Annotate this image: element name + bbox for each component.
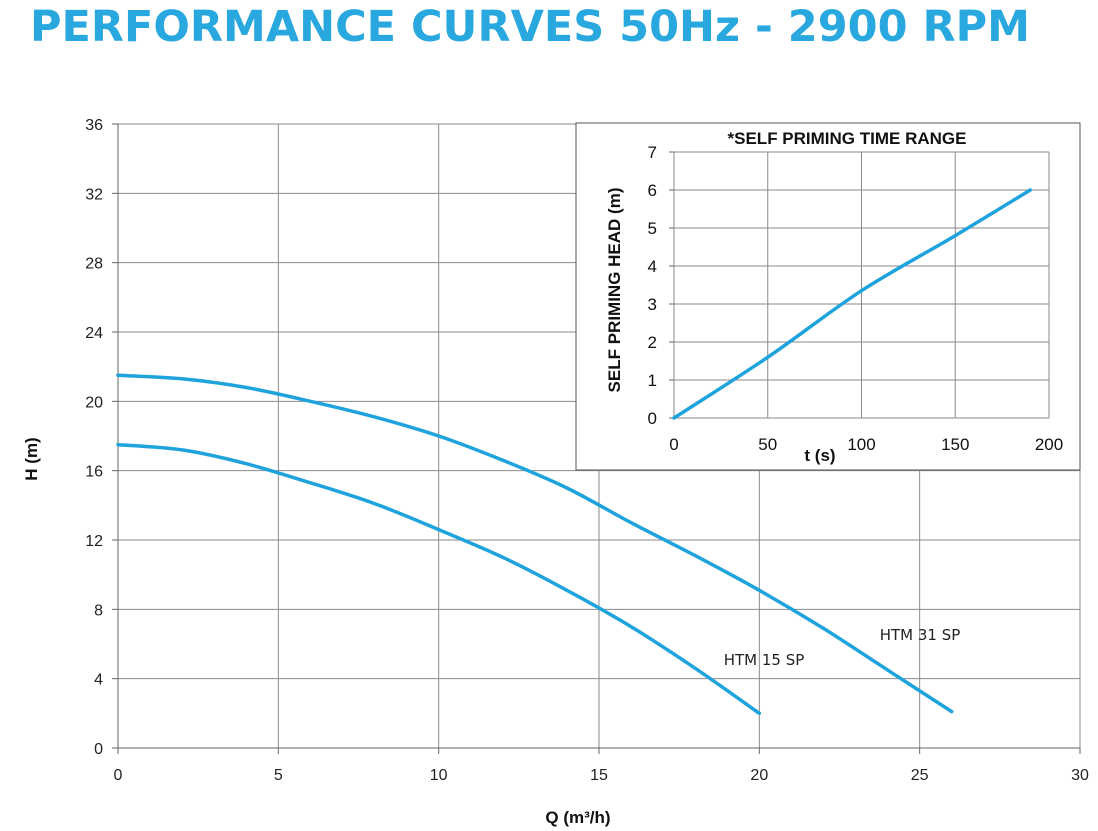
- x-tick-label: 5: [274, 767, 283, 784]
- inset-y-tick-label: 6: [648, 181, 657, 200]
- x-tick-label: 25: [911, 767, 929, 784]
- y-tick-label: 4: [94, 672, 103, 689]
- series-label: HTM 31 SP: [880, 626, 961, 644]
- inset-tick-labels: 0 50 100 150 200 0 1 2 3 4 5 6 7: [648, 143, 1064, 454]
- inset-y-tick-label: 5: [648, 219, 657, 238]
- main-series: [116, 373, 954, 716]
- x-tick-label: 30: [1071, 767, 1089, 784]
- inset-y-tick-label: 4: [648, 257, 657, 276]
- inset-y-tick-label: 7: [648, 143, 657, 162]
- y-tick-label: 36: [85, 117, 103, 134]
- inset-x-tick-label: 200: [1035, 435, 1063, 454]
- inset-y-axis-title: SELF PRIMING HEAD (m): [605, 188, 624, 393]
- series-labels: HTM 31 SP HTM 15 SP: [724, 626, 961, 669]
- inset-x-tick-label: 150: [941, 435, 969, 454]
- x-axis-title: Q (m³/h): [545, 808, 610, 827]
- y-tick-label: 20: [85, 394, 103, 411]
- main-axes: [112, 123, 1081, 754]
- y-tick-label: 24: [85, 325, 103, 342]
- x-tick-label: 0: [114, 767, 123, 784]
- y-tick-label: 16: [85, 464, 103, 481]
- inset-y-tick-label: 3: [648, 295, 657, 314]
- series-label: HTM 15 SP: [724, 651, 805, 669]
- series-line-htm-31-sp: [116, 373, 954, 714]
- inset-x-tick-label: 100: [847, 435, 875, 454]
- inset-chart: 0 50 100 150 200 0 1 2 3 4 5 6 7 *SELF PRIMING TIME …: [575, 122, 1081, 471]
- y-tick-label: 28: [85, 256, 103, 273]
- inset-x-axis-title: t (s): [804, 446, 835, 465]
- y-tick-label: 0: [94, 741, 103, 758]
- inset-title: *SELF PRIMING TIME RANGE: [728, 129, 967, 148]
- inset-grid: [669, 151, 1050, 419]
- x-tick-label: 10: [430, 767, 448, 784]
- inset-y-tick-label: 0: [648, 409, 657, 428]
- y-tick-label: 32: [85, 186, 103, 203]
- y-axis-title: H (m): [22, 437, 41, 480]
- page-title: PERFORMANCE CURVES 50Hz - 2900 RPM: [30, 2, 1030, 52]
- inset-y-tick-label: 2: [648, 333, 657, 352]
- x-tick-label: 15: [590, 767, 608, 784]
- inset-series: [672, 188, 1033, 420]
- inset-series-line: [672, 188, 1033, 420]
- inset-y-tick-label: 1: [648, 371, 657, 390]
- x-tick-label: 20: [750, 767, 768, 784]
- inset-panel: [575, 122, 1081, 471]
- y-tick-label: 12: [85, 533, 103, 550]
- inset-x-tick-label: 50: [758, 435, 777, 454]
- series-line-htm-15-sp: [116, 442, 762, 716]
- y-tick-label: 8: [94, 602, 103, 619]
- inset-x-tick-label: 0: [669, 435, 678, 454]
